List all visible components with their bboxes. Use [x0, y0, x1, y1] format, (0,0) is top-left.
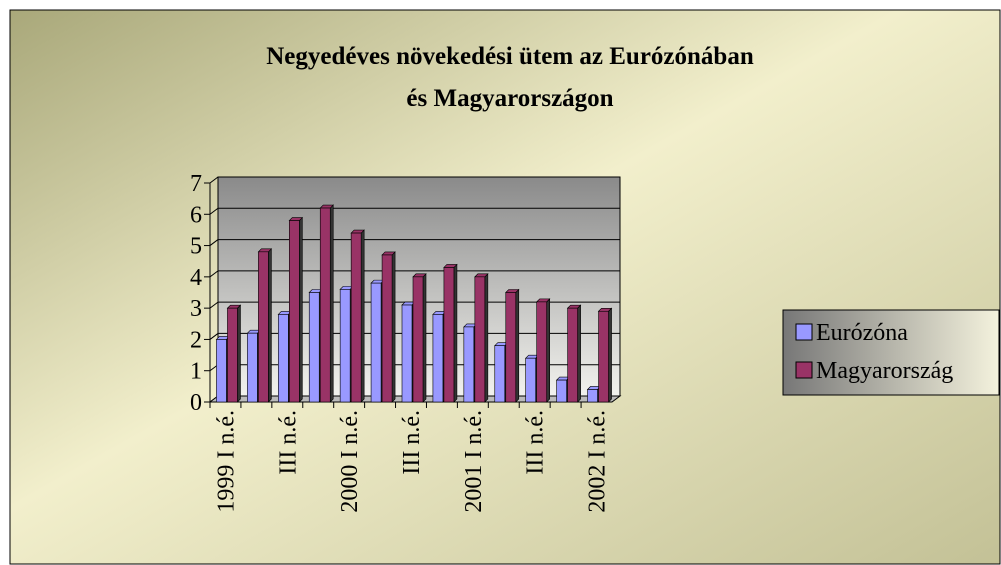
x-tick-label: 2001 I n.é.	[461, 410, 487, 513]
bar-front	[598, 310, 609, 403]
bar-side	[422, 273, 427, 403]
bar-side	[546, 298, 550, 403]
bar	[505, 288, 520, 403]
bar-front	[370, 282, 382, 403]
bar	[412, 273, 427, 403]
bar	[257, 248, 273, 403]
x-tick-label: 1999 I n.é.	[213, 410, 239, 513]
bar-side	[608, 307, 612, 403]
bar-side	[360, 229, 365, 403]
bar-front	[278, 314, 289, 403]
bar-front	[401, 304, 413, 403]
bar	[381, 251, 396, 403]
bar-side	[391, 251, 396, 403]
grid-line	[209, 239, 219, 246]
bar	[226, 304, 242, 403]
bar-front	[463, 326, 475, 403]
grid-line	[209, 333, 219, 340]
bar-front	[432, 314, 444, 403]
bar-front	[525, 357, 536, 403]
grid-line	[209, 301, 219, 309]
bar-side	[515, 288, 520, 403]
bar-front	[289, 220, 300, 403]
y-tick-label: 7	[190, 171, 202, 197]
bar	[535, 298, 551, 403]
bar-front	[350, 232, 362, 403]
y-tick-label: 2	[190, 327, 202, 353]
chart-title: Negyedéves növekedési ütem az Eurózónába…	[266, 43, 754, 112]
bar-front	[381, 254, 393, 403]
bar-side	[268, 248, 272, 403]
bar-front	[505, 292, 517, 403]
bar-front	[587, 389, 598, 403]
grid-line	[209, 176, 219, 184]
y-tick-label: 0	[190, 390, 202, 416]
bar	[566, 304, 582, 403]
y-tick-label: 4	[190, 265, 202, 291]
bar-side	[299, 216, 303, 403]
bar-side	[484, 273, 489, 403]
bar-front	[494, 345, 506, 403]
legend-label: Magyarország	[816, 358, 953, 384]
legend-box	[782, 309, 1000, 396]
bar-front	[474, 276, 486, 403]
bar-front	[216, 339, 227, 403]
grid-line	[209, 270, 219, 278]
legend-label: Eurózóna	[816, 320, 908, 346]
y-tick-label: 3	[190, 296, 202, 322]
bar	[319, 204, 334, 403]
x-tick-label: III n.é.	[275, 410, 301, 475]
bar-front	[536, 301, 547, 403]
bar-side	[577, 304, 581, 403]
bar-front	[319, 207, 331, 403]
bar-front	[339, 289, 351, 403]
x-tick-label: 2000 I n.é.	[337, 410, 363, 513]
legend-swatch	[795, 323, 813, 341]
bar-front	[412, 276, 424, 403]
x-tick-label: III n.é.	[399, 410, 425, 475]
bar-front	[258, 251, 269, 403]
bar-front	[227, 307, 238, 403]
x-tick-label: III n.é.	[523, 410, 549, 475]
bar	[350, 229, 365, 403]
y-tick-label: 6	[190, 202, 202, 228]
bar-front	[556, 379, 567, 403]
legend-swatch	[795, 361, 813, 379]
bar-front	[247, 332, 258, 403]
bar-side	[237, 304, 241, 403]
bar	[288, 216, 304, 403]
x-tick-label: 2002 I n.é.	[585, 410, 611, 513]
grid-line	[209, 207, 219, 215]
bar-side	[329, 204, 334, 403]
y-tick-label: 5	[190, 234, 202, 260]
bar	[597, 307, 613, 403]
bar-side	[453, 263, 458, 403]
bar	[474, 273, 489, 403]
y-tick-label: 1	[190, 359, 202, 385]
bar-front	[567, 307, 578, 403]
bar-front	[308, 292, 320, 403]
bar-front	[443, 267, 455, 403]
bar	[443, 263, 458, 403]
